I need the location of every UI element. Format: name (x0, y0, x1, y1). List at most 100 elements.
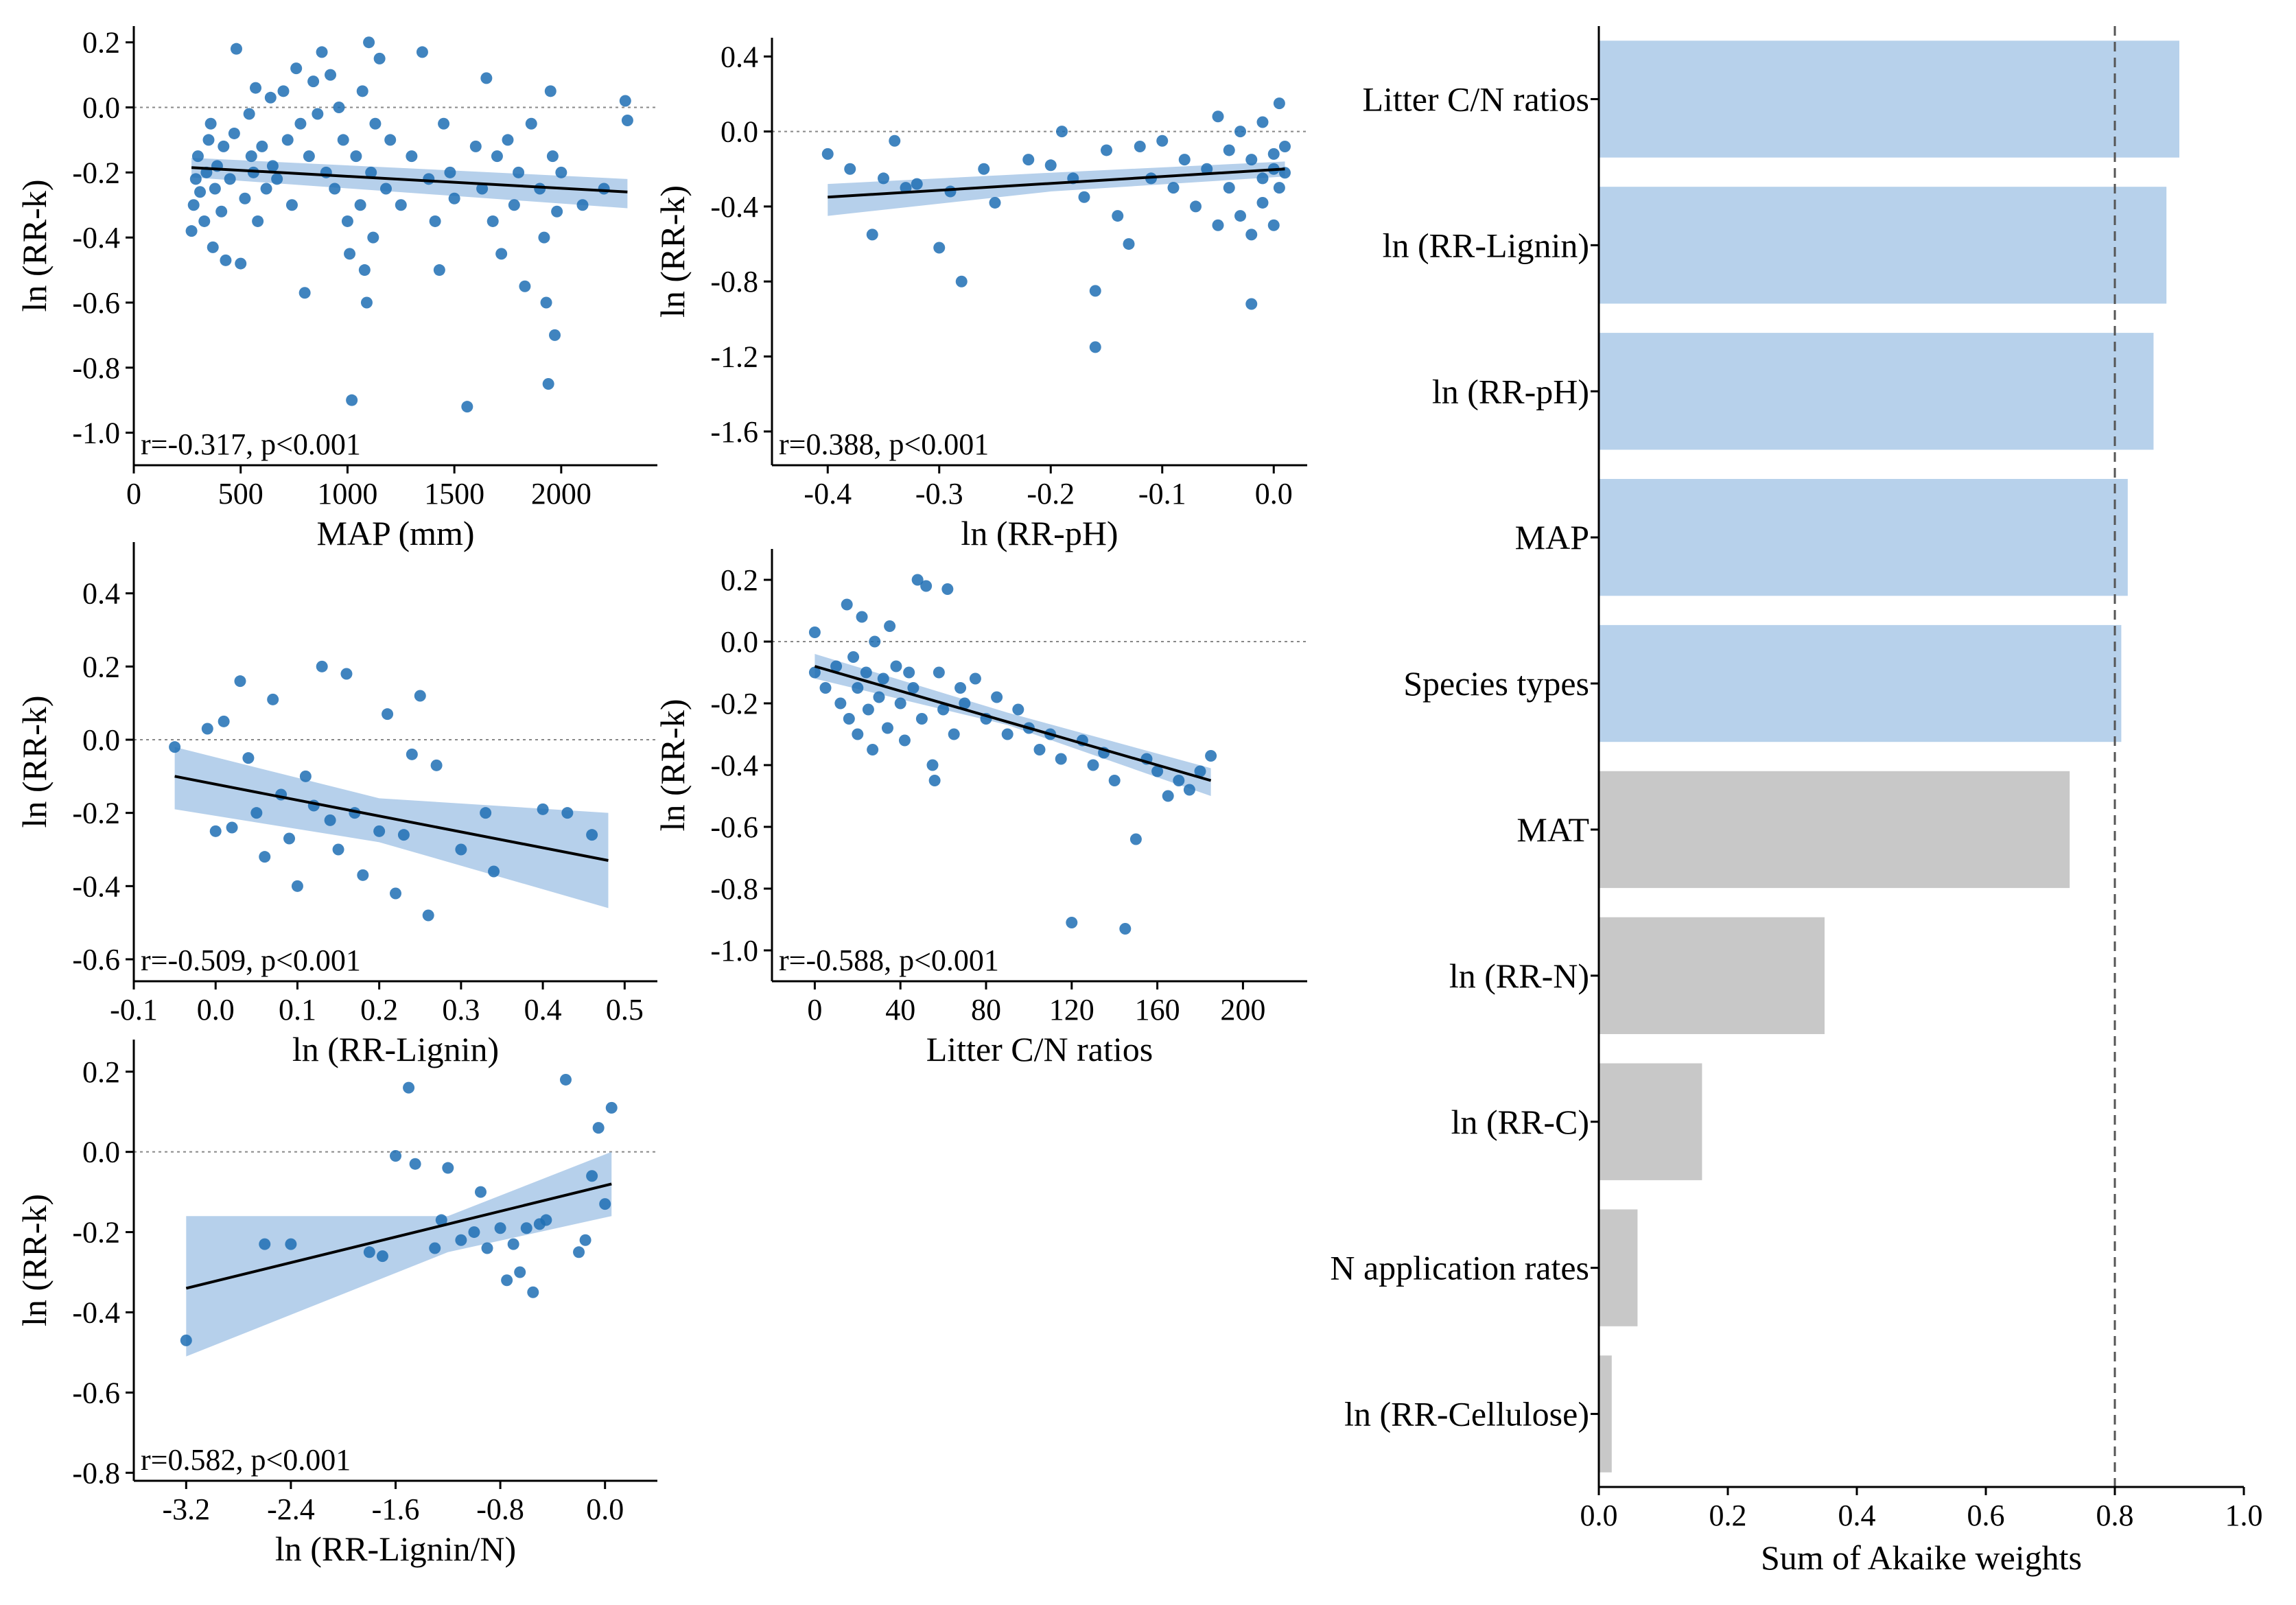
data-point (406, 150, 418, 163)
data-point (1129, 833, 1142, 845)
data-point (354, 199, 366, 211)
panel-lignin_n: -3.2 -2.4 -1.6 -0.8 0.0 0.2 0.0 -0.2 -0.4 -0.6 -0.… (15, 1040, 657, 1568)
data-point (480, 72, 493, 84)
data-point (423, 173, 435, 185)
y-axis-title: ln (RR-k) (15, 179, 54, 312)
y-tick-label: -0.8 (72, 351, 120, 385)
data-point (363, 36, 375, 49)
data-point (337, 134, 349, 146)
bar (1599, 187, 2167, 304)
data-point (889, 134, 901, 147)
data-point (843, 713, 855, 725)
data-point (357, 869, 369, 881)
data-point (395, 199, 407, 211)
data-point (1267, 148, 1280, 160)
data-point (185, 225, 198, 237)
panel-lignin: -0.1 0.0 0.1 0.2 0.3 0.4 0.5 0.4 0.2 0.0 -0.2 -0.4 -… (15, 542, 657, 1068)
data-point (390, 887, 401, 900)
data-point (250, 82, 262, 94)
data-point (1183, 784, 1195, 796)
data-point (933, 242, 946, 254)
data-point (325, 69, 337, 81)
y-tick-label: -0.4 (710, 190, 758, 224)
data-point (1173, 775, 1185, 786)
y-tick-label: -0.4 (72, 221, 120, 255)
confidence-band (828, 161, 1285, 216)
data-point (283, 832, 296, 845)
panel-cn: 0 40 80 120 160 200 0.2 0.0 -0.2 -0.4 -0.6 -0.8 -1.0… (653, 549, 1307, 1068)
fit-line (828, 167, 1285, 199)
data-point (285, 199, 298, 211)
data-point (230, 43, 242, 55)
data-point (537, 803, 549, 815)
bar (1599, 1209, 1638, 1326)
data-point (242, 752, 255, 764)
x-tick-label: 0.2 (1709, 1499, 1747, 1532)
data-point (1087, 759, 1099, 771)
data-point (448, 192, 460, 204)
data-point (847, 651, 860, 663)
data-point (215, 205, 228, 218)
x-tick-label: 0.4 (1838, 1499, 1876, 1532)
category-label: ln (RR-C) (1451, 1103, 1589, 1141)
data-point (1245, 154, 1258, 166)
data-point (256, 140, 268, 152)
data-point (1212, 110, 1224, 123)
data-point (299, 770, 312, 782)
y-axis-title: ln (RR-k) (15, 695, 54, 828)
data-point (495, 248, 508, 260)
y-tick-label: -0.2 (72, 1216, 120, 1250)
x-tick-label: -0.2 (1027, 477, 1075, 511)
data-point (1212, 219, 1224, 231)
x-tick-label: 120 (1049, 993, 1094, 1027)
data-point (928, 775, 941, 786)
data-point (259, 1238, 271, 1250)
data-point (1089, 341, 1101, 353)
data-point (488, 865, 500, 878)
data-point (455, 843, 467, 856)
y-axis-title: ln (RR-k) (653, 185, 692, 318)
x-tick-label: -0.4 (804, 477, 852, 511)
y-tick-label: -0.4 (72, 869, 120, 903)
data-point (271, 173, 283, 185)
data-point (481, 1242, 493, 1254)
data-point (234, 675, 246, 688)
data-point (356, 85, 368, 97)
data-point (1022, 154, 1035, 166)
data-point (194, 186, 207, 198)
y-tick-label: 0.4 (82, 577, 120, 611)
data-point (442, 1162, 454, 1174)
data-point (1205, 750, 1217, 762)
y-tick-label: 0.0 (721, 115, 758, 149)
data-point (1201, 163, 1213, 175)
data-point (903, 666, 915, 679)
data-point (1273, 97, 1285, 110)
category-label: MAT (1516, 810, 1589, 849)
data-point (220, 254, 232, 266)
data-point (605, 1101, 618, 1114)
data-point (1223, 182, 1235, 194)
bar (1599, 40, 2179, 158)
data-point (218, 715, 230, 727)
x-tick-label: 0.6 (1967, 1499, 2005, 1532)
x-tick-label: 0.0 (586, 1492, 624, 1526)
data-point (243, 108, 255, 120)
data-point (898, 734, 911, 747)
y-tick-label: -0.6 (72, 943, 120, 976)
x-tick-label: 160 (1135, 993, 1180, 1027)
data-point (281, 134, 294, 146)
data-point (397, 829, 410, 841)
data-point (180, 1334, 192, 1346)
data-point (878, 172, 889, 185)
data-point (461, 401, 473, 413)
data-point (469, 140, 482, 152)
confidence-band (186, 1151, 612, 1357)
category-label: ln (RR-N) (1449, 957, 1589, 995)
data-point (808, 666, 821, 679)
data-point (1112, 210, 1124, 222)
data-point (1190, 200, 1202, 213)
bar (1599, 478, 2128, 596)
y-tick-label: 0.2 (82, 650, 120, 683)
data-point (551, 205, 563, 218)
bar (1599, 1063, 1702, 1180)
